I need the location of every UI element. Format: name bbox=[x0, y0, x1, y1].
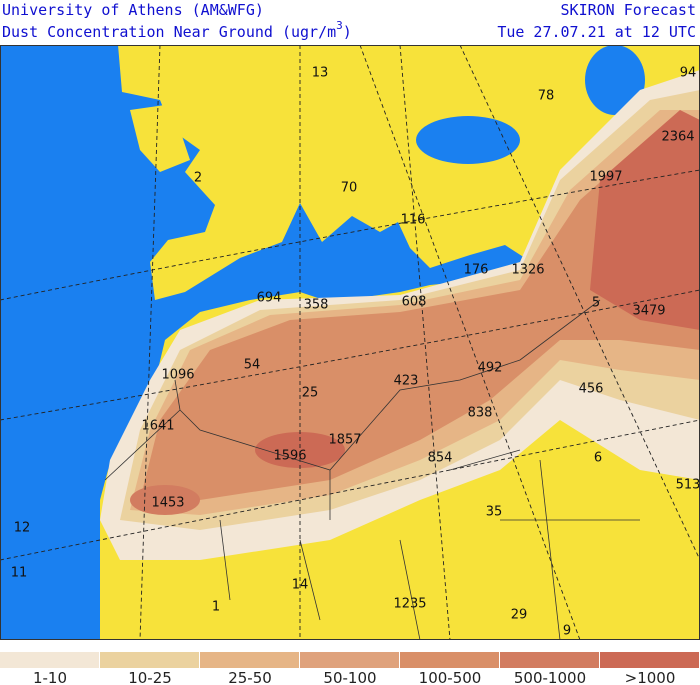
legend-label: 50-100 bbox=[323, 669, 376, 685]
map-label: 2364 bbox=[661, 130, 694, 145]
black-sea bbox=[416, 116, 520, 164]
map-label: 78 bbox=[538, 89, 555, 104]
map-label: 2 bbox=[194, 171, 202, 186]
map-label: 29 bbox=[511, 608, 528, 623]
map-label: 11 bbox=[11, 566, 28, 581]
title-text: Dust Concentration Near Ground (ugr/m bbox=[2, 23, 336, 41]
map-label: 1641 bbox=[141, 419, 174, 434]
map-label: 3479 bbox=[632, 304, 665, 319]
borders bbox=[104, 299, 640, 640]
legend-swatch bbox=[100, 652, 199, 668]
map-label: 1857 bbox=[328, 433, 361, 448]
legend-label: 1-10 bbox=[33, 669, 67, 685]
map-label: 456 bbox=[579, 382, 604, 397]
map-label: 176 bbox=[464, 263, 489, 278]
legend-swatch bbox=[600, 652, 699, 668]
legend-label: 10-25 bbox=[128, 669, 172, 685]
map-label: 694 bbox=[257, 291, 282, 306]
map-label: 70 bbox=[341, 181, 358, 196]
map-label: 6 bbox=[594, 451, 602, 466]
institution: University of Athens (AM&WFG) bbox=[2, 1, 264, 19]
dust-1000 bbox=[590, 110, 700, 330]
uk bbox=[130, 105, 190, 172]
map-label: 1235 bbox=[393, 597, 426, 612]
map-label: 116 bbox=[401, 213, 426, 228]
dust-100 bbox=[140, 120, 700, 500]
legend-swatch bbox=[300, 652, 399, 668]
graticule bbox=[0, 45, 700, 640]
dust-core bbox=[255, 432, 345, 468]
map-label: 1096 bbox=[161, 368, 194, 383]
dust-core2 bbox=[130, 485, 200, 515]
product: SKIRON Forecast bbox=[561, 1, 696, 19]
map-label: 513 bbox=[676, 478, 700, 493]
map-label: 1453 bbox=[151, 496, 184, 511]
map-label: 35 bbox=[486, 505, 503, 520]
map-label: 492 bbox=[478, 361, 503, 376]
map-label: 54 bbox=[244, 358, 261, 373]
legend-swatch bbox=[500, 652, 599, 668]
map-labels: 13 78 94 2364 1997 2 70 116 176 1326 694… bbox=[11, 66, 700, 639]
title-sup: 3 bbox=[336, 19, 343, 32]
valid-time: Tue 27.07.21 at 12 UTC bbox=[497, 23, 696, 41]
map-label: 9 bbox=[563, 624, 571, 639]
legend-label: 500-1000 bbox=[514, 669, 586, 685]
map-label: 12 bbox=[14, 521, 31, 536]
map-label: 838 bbox=[468, 406, 493, 421]
legend: 1-10 10-25 25-50 50-100 100-500 500-1000 >1000 bbox=[0, 652, 699, 685]
legend-label: 100-500 bbox=[419, 669, 482, 685]
map-label: 5 bbox=[592, 296, 600, 311]
map-label: 1 bbox=[212, 600, 220, 615]
legend-label: >1000 bbox=[625, 669, 676, 685]
map: 13 78 94 2364 1997 2 70 116 176 1326 694… bbox=[0, 45, 700, 640]
map-label: 854 bbox=[428, 451, 453, 466]
map-label: 1997 bbox=[589, 170, 622, 185]
map-label: 358 bbox=[304, 298, 329, 313]
map-label: 94 bbox=[680, 66, 697, 81]
map-label: 25 bbox=[302, 386, 319, 401]
legend-swatch bbox=[200, 652, 299, 668]
map-label: 13 bbox=[312, 66, 329, 81]
title-end: ) bbox=[343, 23, 352, 41]
title: Dust Concentration Near Ground (ugr/m3) bbox=[2, 19, 352, 41]
legend-swatch bbox=[0, 652, 99, 668]
map-label: 423 bbox=[394, 374, 419, 389]
legend-label: 25-50 bbox=[228, 669, 272, 685]
legend-swatch bbox=[400, 652, 499, 668]
map-label: 1596 bbox=[273, 449, 306, 464]
map-label: 1326 bbox=[511, 263, 544, 278]
caspian bbox=[585, 45, 645, 115]
map-label: 608 bbox=[402, 295, 427, 310]
map-label: 14 bbox=[292, 578, 309, 593]
